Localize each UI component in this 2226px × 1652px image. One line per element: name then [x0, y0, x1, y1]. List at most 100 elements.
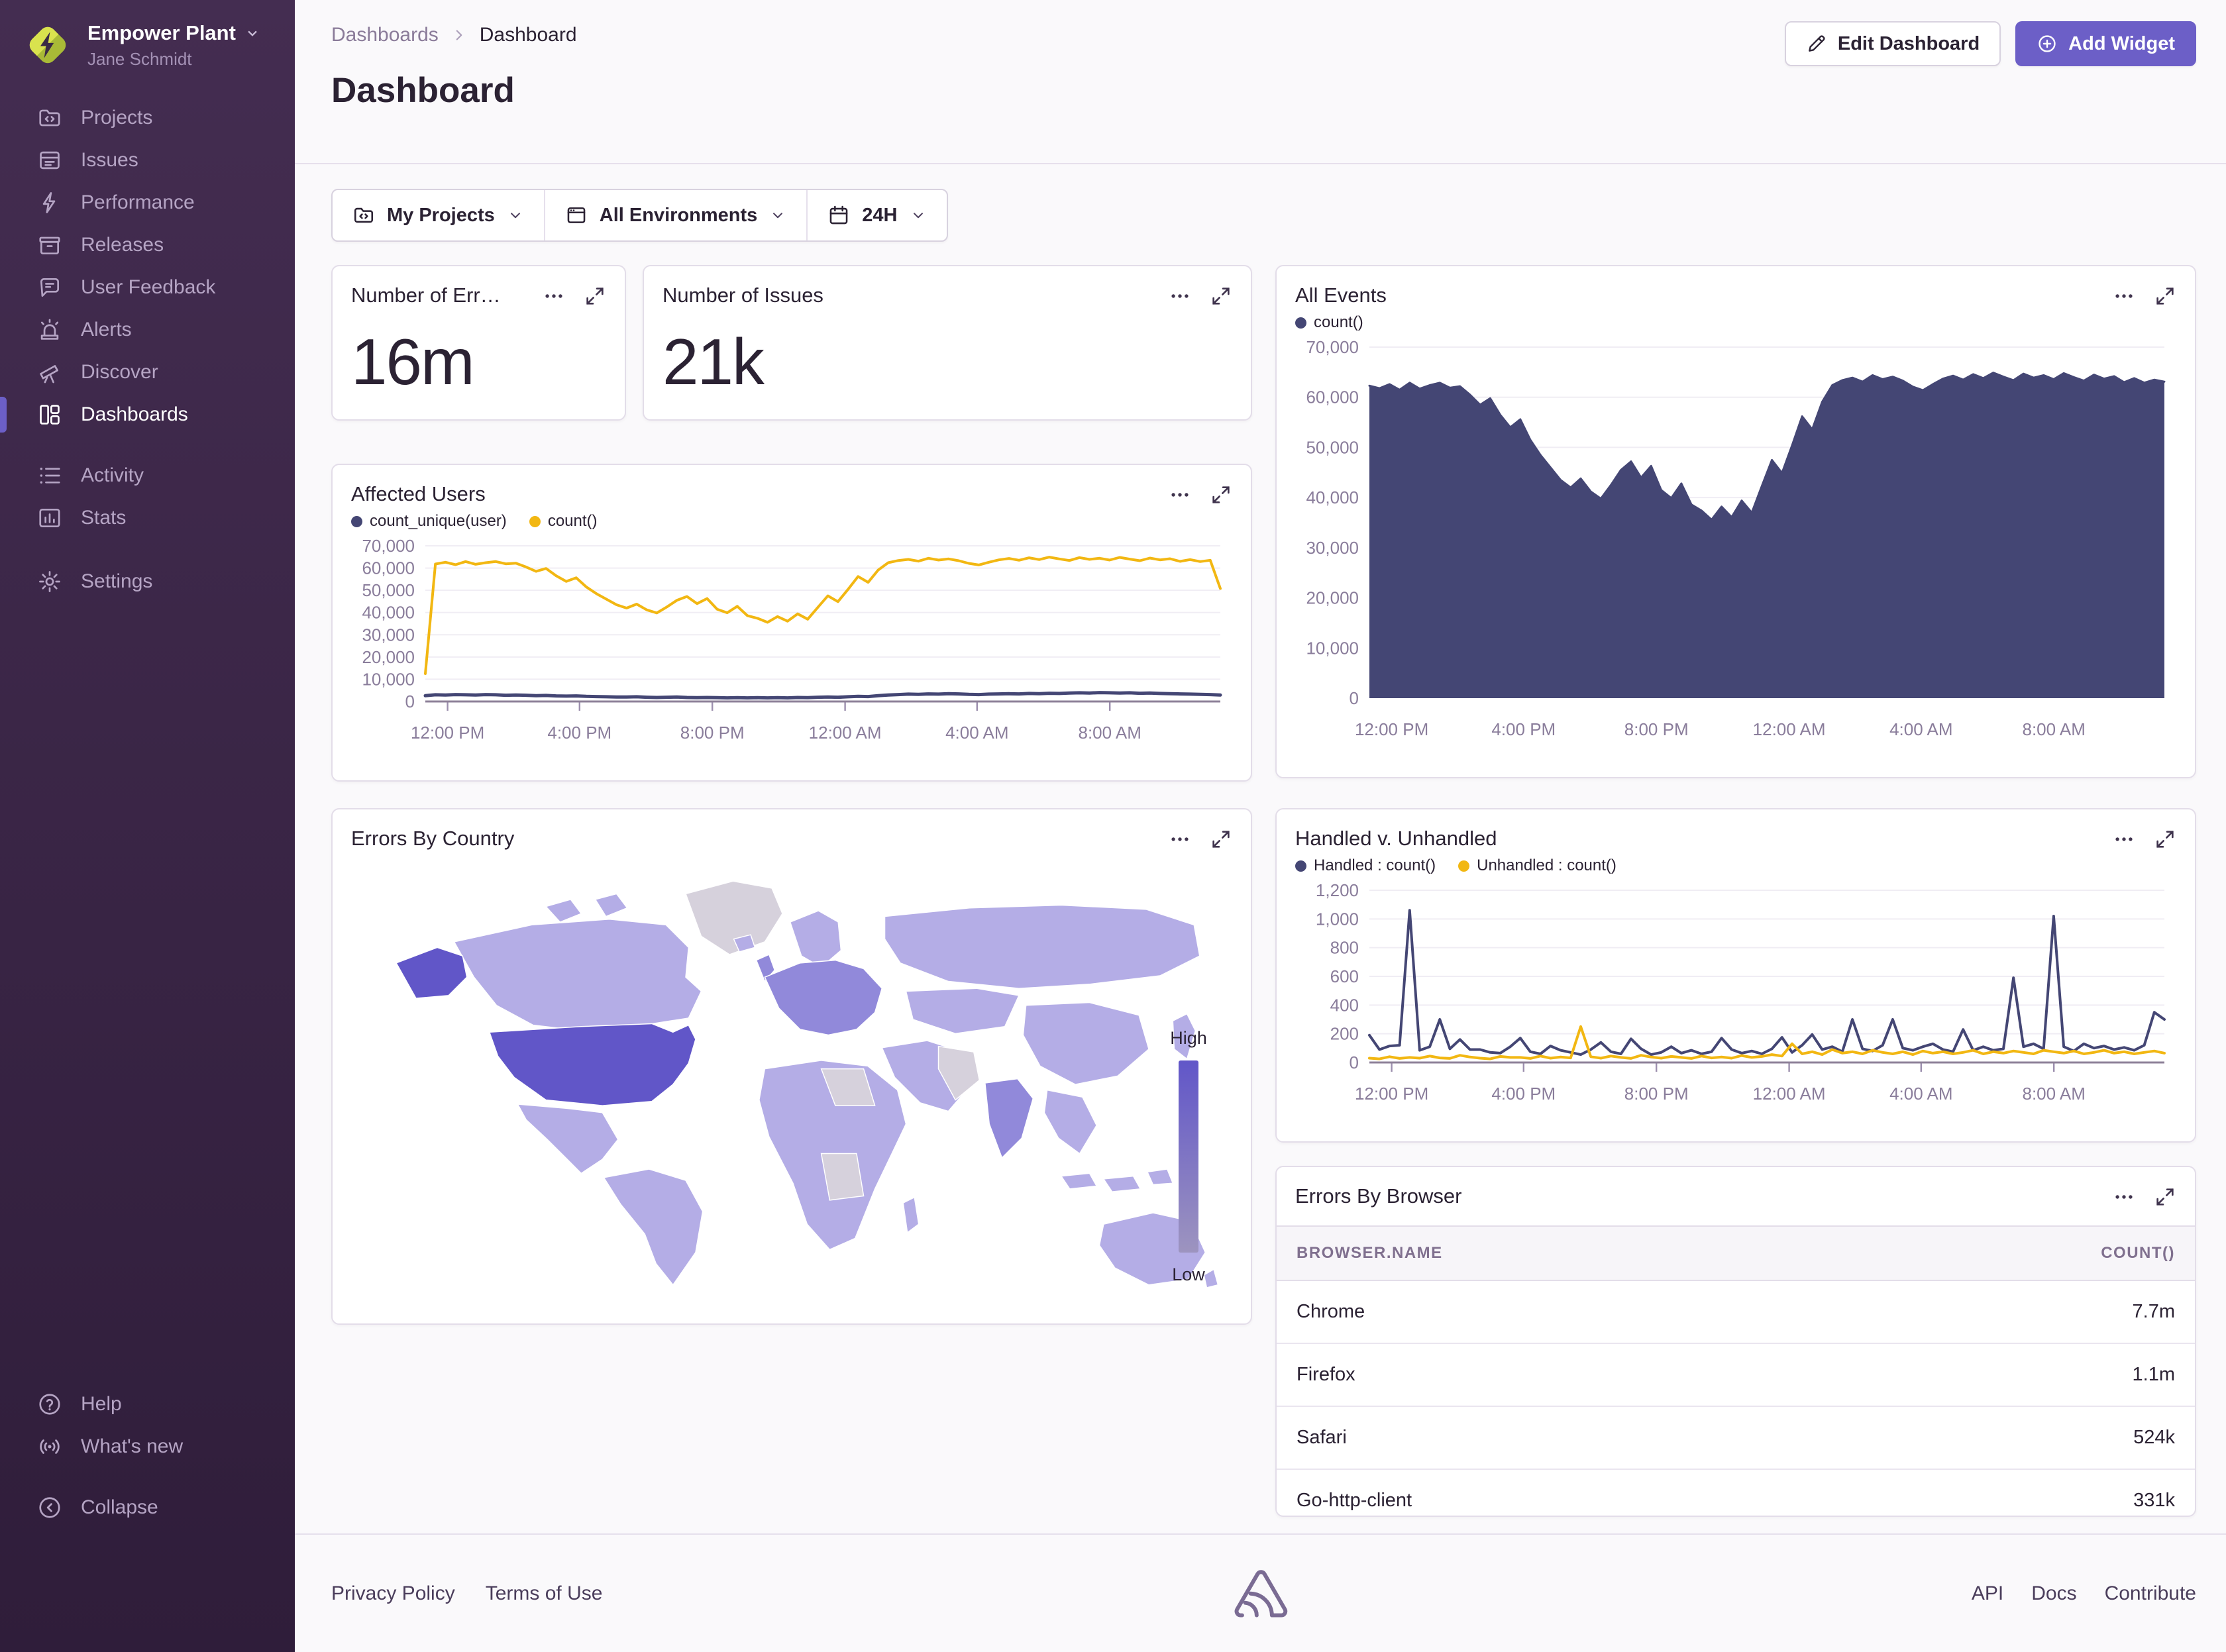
docs-link[interactable]: Docs — [2031, 1582, 2076, 1605]
plus-circle-icon — [2037, 33, 2058, 54]
sidebar-item-alerts[interactable]: Alerts — [0, 309, 295, 351]
legend-item[interactable]: count_unique(user) — [351, 511, 507, 531]
cell-browser-name: Firefox — [1297, 1364, 1355, 1386]
widget-menu-button[interactable] — [1169, 285, 1191, 307]
widget-menu-button[interactable] — [2113, 1186, 2135, 1208]
widget-affected-users: Affected Users count_unique(user)count()… — [331, 464, 1252, 782]
projects-filter[interactable]: My Projects — [333, 190, 544, 240]
sidebar-nav: Projects Issues Performance Releases Use… — [0, 97, 295, 603]
svg-text:4:00 AM: 4:00 AM — [1889, 719, 1952, 739]
legend-label: Unhandled : count() — [1477, 856, 1616, 875]
widget-expand-button[interactable] — [1210, 484, 1232, 506]
affected-users-chart[interactable]: 010,00020,00030,00040,00050,00060,00070,… — [351, 535, 1235, 757]
sidebar-collapse-button[interactable]: Collapse — [0, 1486, 295, 1529]
sidebar-item-label: Collapse — [81, 1496, 158, 1519]
map-country — [765, 960, 882, 1035]
widget-menu-button[interactable] — [2113, 285, 2135, 307]
sidebar-item-settings[interactable]: Settings — [0, 560, 295, 603]
expand-icon — [584, 285, 606, 307]
map-country — [903, 1198, 918, 1233]
widget-menu-button[interactable] — [2113, 828, 2135, 851]
widget-menu-button[interactable] — [1169, 828, 1191, 851]
big-number-value: 16m — [351, 325, 606, 399]
widget-expand-button[interactable] — [584, 285, 606, 307]
add-widget-button[interactable]: Add Widget — [2015, 21, 2196, 66]
svg-text:8:00 PM: 8:00 PM — [1624, 1084, 1689, 1104]
scale-low-label: Low — [1149, 1265, 1228, 1285]
filter-bar: My Projects All Environments 24H — [331, 189, 948, 242]
sidebar-item-help[interactable]: Help — [0, 1383, 295, 1425]
dashboards-icon — [37, 402, 62, 427]
widget-expand-button[interactable] — [1210, 828, 1232, 851]
sidebar-item-activity[interactable]: Activity — [0, 454, 295, 497]
widget-expand-button[interactable] — [1210, 285, 1232, 307]
legend-item[interactable]: count() — [529, 511, 598, 531]
svg-text:4:00 AM: 4:00 AM — [1889, 1084, 1952, 1104]
svg-text:0: 0 — [1350, 688, 1359, 708]
chevron-down-icon — [910, 207, 927, 224]
scale-high-label: High — [1149, 1028, 1228, 1049]
legend-item[interactable]: Handled : count() — [1295, 856, 1436, 876]
widget-expand-button[interactable] — [2154, 1186, 2176, 1208]
terms-of-use-link[interactable]: Terms of Use — [486, 1582, 603, 1605]
sidebar-item-stats[interactable]: Stats — [0, 497, 295, 539]
widget-title: Number of Issues — [662, 284, 1155, 307]
sidebar-item-label: What's new — [81, 1435, 183, 1458]
sidebar-item-label: Performance — [81, 191, 195, 214]
sidebar-item-whats-new[interactable]: What's new — [0, 1425, 295, 1468]
svg-text:50,000: 50,000 — [362, 580, 415, 600]
legend-item[interactable]: Unhandled : count() — [1458, 856, 1616, 876]
sidebar-item-discover[interactable]: Discover — [0, 351, 295, 393]
sidebar-item-user-feedback[interactable]: User Feedback — [0, 266, 295, 309]
world-map[interactable] — [351, 857, 1235, 1288]
widget-number-of-errors: Number of Err… 16m — [331, 265, 626, 421]
sidebar-bottom: Help What's new Collapse — [0, 1383, 295, 1529]
collapse-icon — [37, 1495, 62, 1520]
sidebar-item-issues[interactable]: Issues — [0, 139, 295, 181]
environments-filter-value: All Environments — [600, 205, 758, 227]
contribute-link[interactable]: Contribute — [2105, 1582, 2196, 1605]
svg-text:4:00 PM: 4:00 PM — [1491, 1084, 1556, 1104]
sidebar-item-label: Dashboards — [81, 403, 188, 426]
widget-menu-button[interactable] — [1169, 484, 1191, 506]
handled-v-unhandled-chart[interactable]: 02004006008001,0001,20012:00 PM4:00 PM8:… — [1295, 880, 2179, 1118]
widget-expand-button[interactable] — [2154, 828, 2176, 851]
svg-text:40,000: 40,000 — [1306, 488, 1359, 507]
sidebar-item-projects[interactable]: Projects — [0, 97, 295, 139]
legend-item[interactable]: count() — [1295, 313, 1363, 333]
widget-expand-button[interactable] — [2154, 285, 2176, 307]
svg-text:12:00 AM: 12:00 AM — [1753, 719, 1826, 739]
user-name: Jane Schmidt — [87, 49, 261, 70]
ellipsis-icon — [1169, 285, 1191, 307]
sidebar-item-releases[interactable]: Releases — [0, 224, 295, 266]
svg-text:20,000: 20,000 — [362, 647, 415, 667]
svg-text:600: 600 — [1330, 966, 1359, 986]
svg-text:30,000: 30,000 — [1306, 538, 1359, 558]
folder-code-icon — [352, 204, 375, 227]
expand-icon — [2154, 1186, 2176, 1208]
environments-filter[interactable]: All Environments — [544, 190, 807, 240]
sidebar-item-label: Releases — [81, 234, 164, 256]
org-switcher[interactable]: Empower Plant Jane Schmidt — [0, 0, 295, 77]
privacy-policy-link[interactable]: Privacy Policy — [331, 1582, 455, 1605]
map-country — [985, 1079, 1033, 1158]
map-country — [1023, 1003, 1149, 1085]
cell-count: 7.7m — [2133, 1301, 2175, 1323]
edit-dashboard-button[interactable]: Edit Dashboard — [1785, 21, 2001, 66]
expand-icon — [1210, 828, 1232, 851]
map-country — [454, 919, 702, 1031]
all-events-chart[interactable]: 010,00020,00030,00040,00050,00060,00070,… — [1295, 336, 2179, 754]
sidebar-item-performance[interactable]: Performance — [0, 181, 295, 224]
chevron-down-icon — [507, 207, 524, 224]
api-link[interactable]: API — [1972, 1582, 2003, 1605]
svg-text:70,000: 70,000 — [1306, 337, 1359, 357]
cell-browser-name: Safari — [1297, 1427, 1347, 1449]
org-logo-icon — [23, 20, 73, 70]
breadcrumb-dashboards-link[interactable]: Dashboards — [331, 24, 439, 46]
cell-count: 331k — [2133, 1490, 2175, 1512]
chevron-down-icon — [769, 207, 786, 224]
widget-menu-button[interactable] — [543, 285, 565, 307]
time-range-filter[interactable]: 24H — [806, 190, 946, 240]
ellipsis-icon — [2113, 1186, 2135, 1208]
sidebar-item-dashboards[interactable]: Dashboards — [0, 393, 295, 436]
